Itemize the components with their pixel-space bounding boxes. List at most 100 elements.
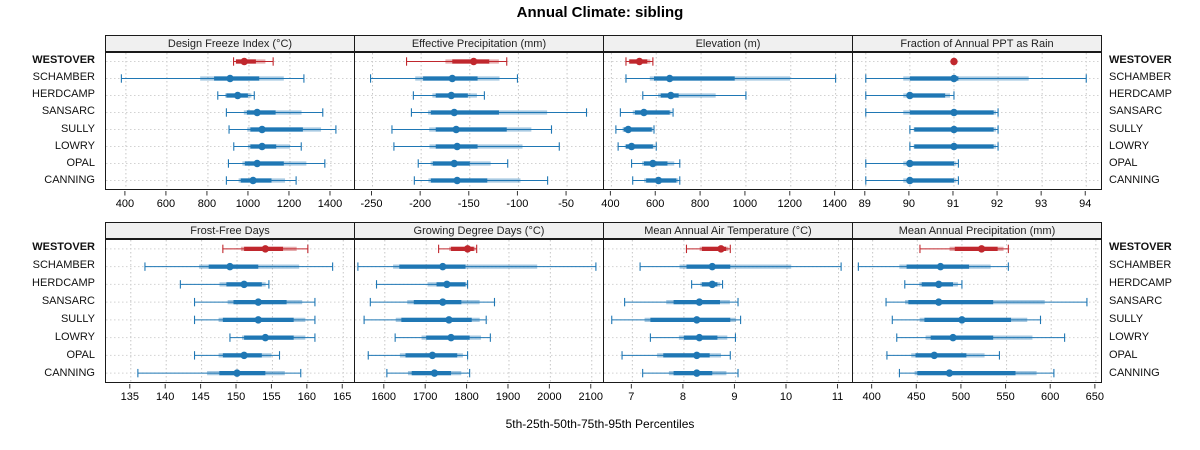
percentile-glyph [228,125,337,134]
percentile-glyph [413,176,549,185]
panel-axis-svg: 1600 1700 1800 1900 2000 2100 [372,384,603,403]
svg-text:155: 155 [262,391,280,403]
svg-text:400: 400 [116,198,134,210]
percentile-glyph [394,333,491,342]
svg-text:7: 7 [628,391,634,403]
svg-text:1200: 1200 [778,198,802,210]
percentile-glyph [217,91,255,100]
percentile-glyph [909,125,999,134]
station-label: SULLY [1109,122,1144,135]
svg-text:92: 92 [991,198,1003,210]
percentile-glyph [865,176,959,185]
panel-plot-svg [355,53,603,189]
panel-axis: 89 90 91 92 93 94 [852,191,1102,215]
percentile-glyph [370,74,519,83]
percentile-glyph [904,280,963,289]
percentile-glyph [625,57,654,66]
station-label: SANSARC [1109,105,1163,118]
station-label: OPAL [66,157,95,170]
percentile-glyph [369,297,496,307]
percentile-glyph [642,91,747,100]
panel-plot [354,52,604,190]
svg-text:10: 10 [780,391,792,403]
svg-text:-250: -250 [360,198,382,210]
panel-axis-svg: -250 -200 -150 -100 -50 [360,191,574,210]
percentile-glyph [410,108,588,117]
svg-text:1800: 1800 [454,391,478,403]
panel-axis: 400 600 800 1000 1200 1400 [105,191,355,215]
percentile-glyph [919,244,1009,254]
svg-text:500: 500 [952,391,970,403]
panel-plot-svg [853,240,1101,382]
svg-text:135: 135 [121,391,139,403]
svg-text:1000: 1000 [733,198,757,210]
panel-title: Effective Precipitation (mm) [354,35,604,52]
percentile-glyph [649,333,736,342]
percentile-glyph [685,244,731,254]
svg-text:2100: 2100 [579,391,603,403]
station-label: CANNING [1109,367,1160,379]
panel-axis-svg: 400 450 500 550 600 650 [862,384,1104,403]
panel-plot [852,52,1102,190]
percentile-glyph [144,262,334,271]
panel-title: Frost-Free Days [105,222,355,239]
chart-title: Annual Climate: sibling [516,4,684,21]
svg-text:160: 160 [298,391,316,403]
station-label: HERDCAMP [1109,277,1172,289]
percentile-glyph [621,351,731,360]
percentile-glyph [642,368,739,378]
svg-text:90: 90 [903,198,915,210]
percentile-glyph [406,57,508,66]
station-label: SCHAMBER [32,70,95,83]
percentile-glyph [225,108,324,117]
svg-text:-100: -100 [506,198,528,210]
percentile-glyph [615,125,655,134]
svg-text:1400: 1400 [822,198,846,210]
percentile-glyph [363,315,487,325]
panel-plot-svg [604,53,852,189]
svg-text:800: 800 [198,198,216,210]
svg-text:-200: -200 [409,198,431,210]
svg-text:600: 600 [646,198,664,210]
svg-text:8: 8 [680,391,686,403]
percentile-glyph [617,142,657,151]
svg-text:1700: 1700 [413,391,437,403]
panel-axis-svg: 400 600 800 1000 1200 1400 [116,191,342,210]
panel-axis: 400 600 800 1000 1200 1400 [601,191,853,215]
station-label: WESTOVER [1109,241,1172,253]
svg-text:91: 91 [947,198,959,210]
svg-text:650: 650 [1086,391,1104,403]
panel-title: Growing Degree Days (°C) [354,222,604,239]
panel-plot-svg [106,240,354,382]
svg-text:9: 9 [731,391,737,403]
panel-plot [852,239,1102,383]
svg-text:1900: 1900 [496,391,520,403]
panel-plot-svg [853,53,1101,189]
station-label: CANNING [1109,174,1160,187]
station-label: LOWRY [1109,139,1150,152]
percentile-glyph [386,368,471,378]
percentile-glyph [896,333,1066,342]
station-label: WESTOVER [32,241,95,253]
percentile-glyph [120,74,305,83]
svg-text:1400: 1400 [318,198,342,210]
percentile-glyph [193,315,316,325]
station-label: LOWRY [54,139,95,152]
panel-plot [105,239,355,383]
panel-plot-svg [106,53,354,189]
svg-text:-50: -50 [558,198,574,210]
station-label: WESTOVER [1109,53,1172,66]
panel-axis-svg: 7 8 9 10 11 [628,384,843,403]
percentile-glyph [393,142,560,151]
percentile-glyph [137,368,302,378]
svg-text:89: 89 [859,198,871,210]
percentile-glyph [179,280,270,289]
svg-text:-150: -150 [458,198,480,210]
panel-plot [354,239,604,383]
panel-axis: -250 -200 -150 -100 -50 [354,191,604,215]
station-label: SANSARC [41,295,95,307]
svg-text:550: 550 [996,391,1014,403]
station-label: HERDCAMP [1109,88,1172,101]
panel-axis: 7 8 9 10 11 [603,384,853,408]
panel-axis-svg: 400 600 800 1000 1200 1400 [601,191,847,210]
